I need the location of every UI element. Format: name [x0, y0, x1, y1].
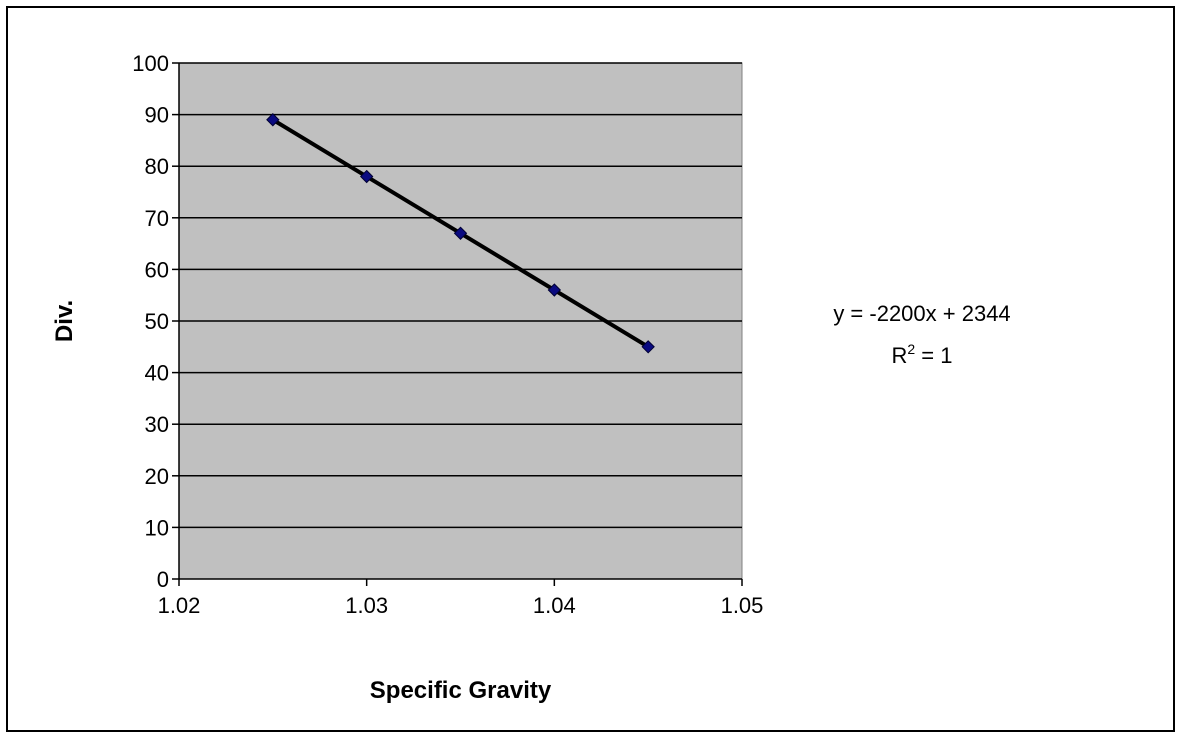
y-tick-label-30: 30 — [145, 412, 169, 437]
y-tick-label-70: 70 — [145, 206, 169, 231]
y-tick-label-90: 90 — [145, 103, 169, 128]
y-tick-label-20: 20 — [145, 464, 169, 489]
r-squared-base: R — [892, 343, 908, 368]
data-point-1 — [359, 169, 374, 184]
x-tick-label-1.02: 1.02 — [158, 593, 201, 618]
y-tick-label-50: 50 — [145, 309, 169, 334]
y-tick-label-100: 100 — [132, 51, 169, 76]
r-squared-value: = 1 — [915, 343, 952, 368]
x-axis-title: Specific Gravity — [370, 677, 552, 704]
y-axis-title: Div. — [51, 300, 78, 342]
data-point-0 — [266, 113, 280, 127]
y-tick-label-40: 40 — [145, 361, 169, 386]
data-point-3 — [547, 283, 562, 297]
scatter-chart: 0 10 20 30 40 50 60 70 80 90 100 1.02 1.03 1.04 1.05 S… — [51, 51, 1011, 704]
x-tick-label-1.03: 1.03 — [345, 593, 388, 618]
chart-frame: 0 10 20 30 40 50 60 70 80 90 100 1.02 1.03 1.04 1.05 S… — [6, 6, 1175, 732]
r-squared-exponent: 2 — [907, 341, 915, 357]
x-tick-label-1.05: 1.05 — [721, 593, 764, 618]
x-tick-label-1.04: 1.04 — [533, 593, 576, 618]
trendline-equation: y = -2200x + 2344 — [833, 301, 1010, 326]
y-tick-label-10: 10 — [145, 515, 169, 540]
tick-labels: 0 10 20 30 40 50 60 70 80 90 100 1.02 1.03 1.04 1.05 — [132, 51, 763, 618]
data-points — [266, 113, 655, 354]
axes — [172, 62, 743, 586]
data-point-4 — [641, 340, 655, 354]
y-tick-label-0: 0 — [157, 567, 169, 592]
r-squared-label: R2 = 1 — [892, 341, 953, 368]
y-tick-label-60: 60 — [145, 257, 169, 282]
y-tick-label-80: 80 — [145, 154, 169, 179]
data-point-2 — [453, 226, 468, 240]
